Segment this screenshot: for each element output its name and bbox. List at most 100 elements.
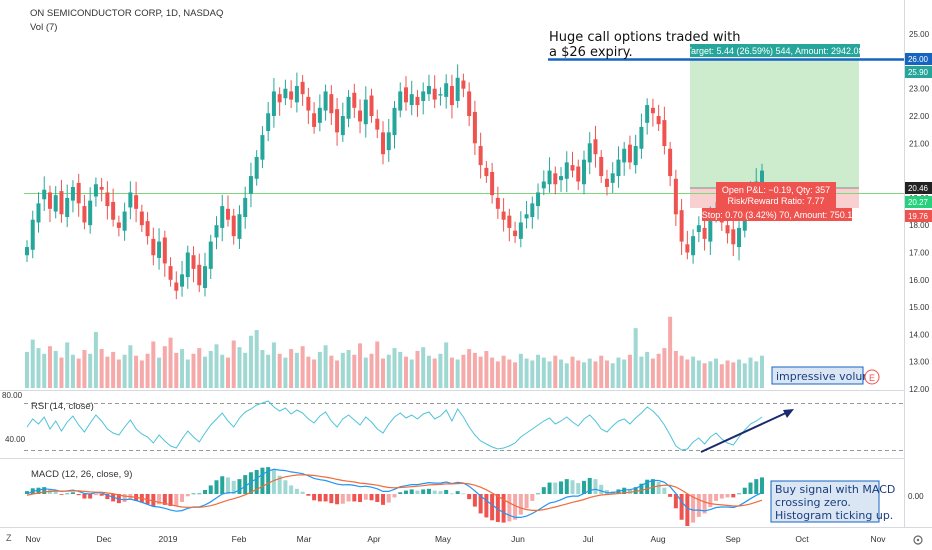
macd-histogram-bar [737, 493, 742, 495]
candle-body [312, 113, 317, 127]
price-axis-tick: 12.00 [909, 385, 930, 394]
time-axis-label: Nov [25, 534, 41, 544]
candle-body [564, 162, 569, 179]
macd-histogram-bar [99, 494, 104, 496]
huge-call-note-line2[interactable]: a $26 expiry. [549, 45, 633, 60]
macd-histogram-bar [122, 494, 127, 503]
candle-body [627, 144, 632, 163]
candle-body [59, 191, 64, 215]
volume-bar [708, 361, 713, 388]
macd-histogram-bar [151, 494, 156, 507]
time-axis-label: Jul [583, 534, 594, 544]
candle-body [599, 156, 604, 177]
candle-body [553, 173, 558, 185]
macd-histogram-bar [358, 494, 363, 503]
time-axis-label: Nov [870, 534, 886, 544]
volume-indicator-label: Vol (7) [30, 22, 57, 33]
volume-bar [116, 359, 121, 388]
target-zone [690, 59, 859, 188]
volume-bar [180, 349, 185, 388]
candle-body [294, 85, 299, 103]
price-axis-tick: 15.00 [909, 303, 930, 312]
price-axis-tick: 22.00 [909, 112, 930, 121]
earnings-marker[interactable] [864, 369, 880, 385]
volume-bar [725, 360, 730, 388]
macd-histogram-bar [714, 494, 719, 501]
symbol-title: ON SEMICONDUCTOR CORP, 1D, NASDAQ [30, 8, 223, 19]
macd-histogram-bar [581, 480, 586, 494]
volume-bar [312, 359, 317, 388]
candle-body [708, 219, 713, 242]
volume-bar [260, 350, 265, 388]
macd-histogram-bar [524, 494, 529, 509]
volume-bar [553, 355, 558, 388]
candle-body [88, 200, 93, 226]
volume-bar [277, 353, 282, 388]
volume-bar [93, 331, 98, 388]
macd-histogram-bar [289, 485, 294, 494]
macd-histogram-bar [564, 479, 569, 494]
macd-histogram-bar [323, 494, 328, 502]
macd-histogram-bar [174, 494, 179, 506]
price-axis-tick: 14.00 [909, 330, 930, 339]
candle-body [266, 113, 271, 132]
candle-body [731, 229, 736, 245]
macd-histogram-bar [53, 491, 58, 494]
candle-body [696, 225, 701, 233]
zoom-tool-icon[interactable]: Z [6, 533, 12, 543]
volume-bar [656, 353, 661, 388]
candle-body [593, 139, 598, 155]
macd-histogram-bar [271, 469, 276, 494]
macd-histogram-bar [208, 485, 213, 494]
macd-histogram-bar [645, 479, 650, 494]
gear-icon[interactable] [913, 535, 923, 545]
volume-bar [237, 347, 242, 388]
candle-body [248, 176, 253, 194]
macd-histogram-bar [317, 494, 322, 502]
volume-bar [604, 360, 609, 388]
macd-histogram-bar [369, 494, 374, 501]
macd-histogram-bar [455, 491, 460, 494]
candle-body [398, 91, 403, 111]
macd-histogram-bar [725, 494, 730, 498]
volume-bar [139, 360, 144, 388]
candle-body [151, 238, 156, 256]
volume-bar [363, 357, 368, 388]
volume-bar [685, 359, 690, 388]
volume-bar [587, 358, 592, 388]
volume-bar [673, 350, 678, 388]
macd-signal-line [26, 474, 763, 511]
candle-body [191, 255, 196, 269]
rsi-trend-arrow[interactable] [700, 411, 789, 453]
volume-bar [266, 354, 271, 388]
macd-histogram-bar [157, 494, 162, 505]
volume-bar [300, 346, 305, 388]
impressive-volume-box[interactable] [771, 366, 864, 385]
volume-bar [702, 363, 707, 388]
macd-note-box[interactable] [770, 480, 880, 523]
macd-histogram-bar [708, 494, 713, 508]
candle-body [134, 195, 139, 209]
price-candles [25, 64, 764, 300]
huge-call-note-line1[interactable]: Huge call options traded with [549, 30, 741, 45]
candle-body [254, 156, 259, 179]
volume-bar [375, 341, 380, 388]
candle-body [679, 210, 684, 242]
candle-body [478, 146, 483, 166]
volume-bar [599, 355, 604, 388]
volume-bar [254, 330, 259, 388]
volume-bar [42, 353, 47, 388]
volume-bar [731, 362, 736, 388]
candle-body [260, 135, 265, 160]
time-axis[interactable]: Nov Dec 2019 Feb Mar Apr May Jun Jul Aug Sep Oct Nov [25, 534, 886, 544]
volume-bar [547, 361, 552, 388]
volume-bar [564, 363, 569, 388]
volume-bar [478, 356, 483, 388]
price-axis-tick: 25.00 [909, 30, 930, 39]
candle-body [185, 252, 190, 278]
candle-body [30, 219, 35, 250]
volume-bar [145, 353, 150, 388]
volume-bar [570, 356, 575, 388]
volume-bar [59, 357, 64, 388]
